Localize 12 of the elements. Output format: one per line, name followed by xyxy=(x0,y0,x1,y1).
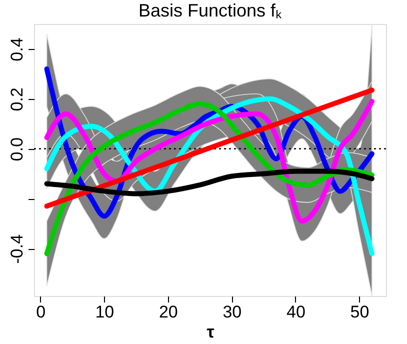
y-tick-label: -0.4 xyxy=(8,234,26,264)
x-tick-label: 40 xyxy=(286,302,306,322)
x-axis-title: τ xyxy=(206,322,215,342)
y-tick-label: 0.0 xyxy=(8,137,26,162)
x-tick-label: 50 xyxy=(350,302,370,322)
y-tick-label: 0.4 xyxy=(8,38,26,62)
x-tick-label: 30 xyxy=(222,302,242,322)
x-tick-label: 20 xyxy=(158,302,178,322)
chart-title: Basis Functions fₖ xyxy=(138,0,283,20)
y-tick-label: 0.2 xyxy=(8,88,26,112)
x-tick-label: 10 xyxy=(95,302,114,322)
x-tick-label: 0 xyxy=(36,302,46,322)
